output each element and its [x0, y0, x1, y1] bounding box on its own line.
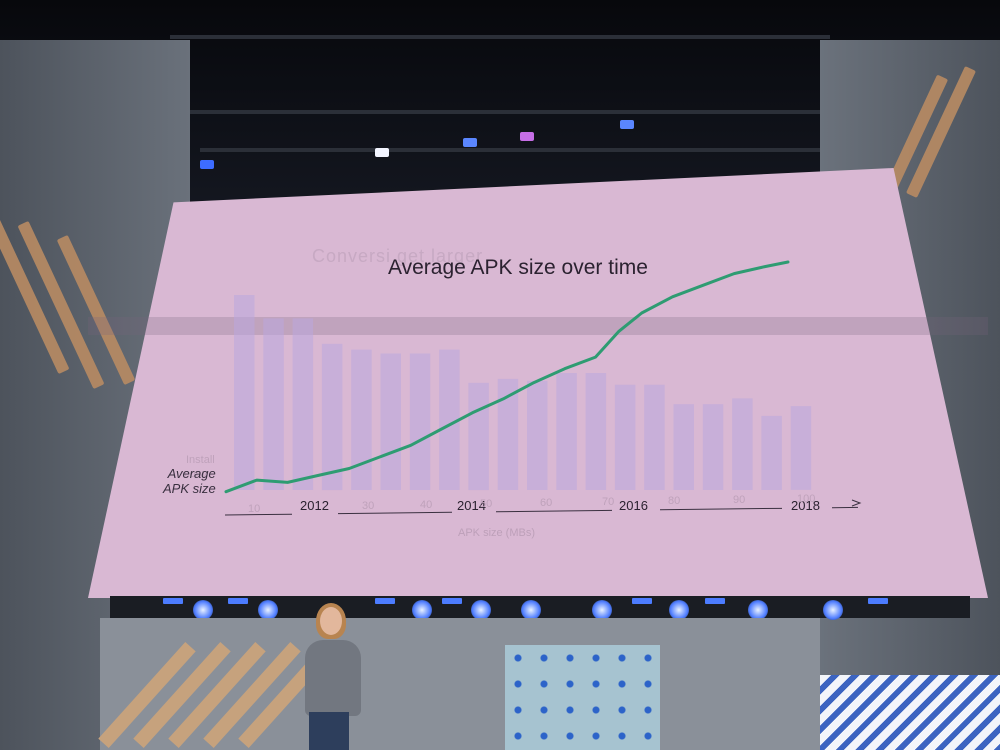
ghost-bar	[556, 373, 577, 490]
stage-light	[520, 132, 534, 141]
year-axis	[224, 499, 862, 516]
ghost-bar	[732, 398, 753, 490]
ghost-tick: 60	[540, 497, 553, 509]
presenter	[305, 640, 361, 716]
ghost-tick: 10	[248, 503, 261, 515]
led-strip	[442, 598, 462, 604]
presenter-head	[320, 607, 342, 635]
striped-platform	[820, 675, 1000, 750]
ghost-tick: 70	[602, 496, 615, 508]
led-strip	[632, 598, 652, 604]
ghost-tick: 90	[733, 494, 746, 506]
stage-light	[620, 120, 634, 129]
ceiling-truss	[200, 148, 840, 152]
stage-light	[463, 138, 477, 147]
presenter-legs	[309, 712, 349, 750]
ghost-tick: 80	[668, 495, 681, 507]
ghost-bar	[292, 318, 314, 490]
axis-segment	[659, 507, 783, 511]
ghost-tick: 40	[420, 499, 433, 511]
spot-light	[193, 600, 213, 620]
ghost-label: conv	[184, 468, 208, 480]
led-strip	[375, 598, 395, 604]
y-axis-label: Average APK size	[163, 466, 216, 496]
spot-light	[669, 600, 689, 620]
ghost-tick: 100	[797, 493, 816, 505]
y-axis-label-line: Average	[167, 466, 216, 481]
ghost-tick: 50	[480, 498, 493, 510]
dotted-panel	[505, 645, 660, 750]
ghost-bar	[497, 378, 519, 490]
axis-segment	[495, 509, 613, 513]
ghost-bar	[790, 406, 812, 490]
spot-light	[471, 600, 491, 620]
ghost-bar	[585, 373, 607, 490]
ghost-bar	[673, 404, 694, 490]
year-tick: 2016	[619, 498, 648, 513]
spot-light	[258, 600, 278, 620]
stage-light	[200, 160, 214, 169]
axis-arrow	[851, 499, 862, 507]
ghost-bar	[234, 295, 255, 490]
ghost-bar	[380, 353, 401, 490]
ghost-bar	[439, 349, 460, 490]
ghost-bar	[761, 415, 782, 490]
ceiling-truss	[170, 35, 830, 39]
apk-size-line	[224, 260, 790, 494]
spot-light	[521, 600, 541, 620]
ghost-bar	[409, 353, 431, 490]
led-strip	[868, 598, 888, 604]
ghost-bar	[527, 380, 548, 490]
axis-segment	[224, 513, 293, 516]
spot-light	[592, 600, 612, 620]
axis-segment	[337, 511, 453, 515]
ghost-bar	[614, 384, 636, 490]
year-tick: 2018	[791, 498, 820, 513]
wooden-stairs	[98, 640, 336, 750]
ghost-bar	[351, 349, 372, 490]
chart-title: Average APK size over time	[388, 256, 648, 279]
ghost-x-axis-label: APK size (MBs)	[458, 527, 536, 539]
ceiling-truss	[190, 110, 840, 114]
ghost-tick: 30	[362, 500, 375, 512]
spot-light	[748, 600, 768, 620]
led-strip	[705, 598, 725, 604]
ghost-bar	[263, 318, 284, 490]
stage-light	[375, 148, 389, 157]
y-axis-label-line: APK size	[163, 481, 216, 496]
year-tick: 2014	[457, 498, 486, 513]
led-strip	[228, 598, 248, 604]
spot-light	[412, 600, 432, 620]
spot-light	[823, 600, 843, 620]
year-tick: 2012	[300, 498, 329, 513]
ghost-label: Install	[186, 454, 215, 466]
ghost-bar	[644, 384, 665, 490]
led-strip	[163, 598, 183, 604]
ghost-slide-title: Conversi get larger	[312, 246, 484, 266]
ghost-bar	[468, 382, 489, 491]
ghost-bar	[321, 343, 343, 491]
ghost-bars	[234, 295, 812, 491]
ghost-bar	[702, 404, 724, 490]
